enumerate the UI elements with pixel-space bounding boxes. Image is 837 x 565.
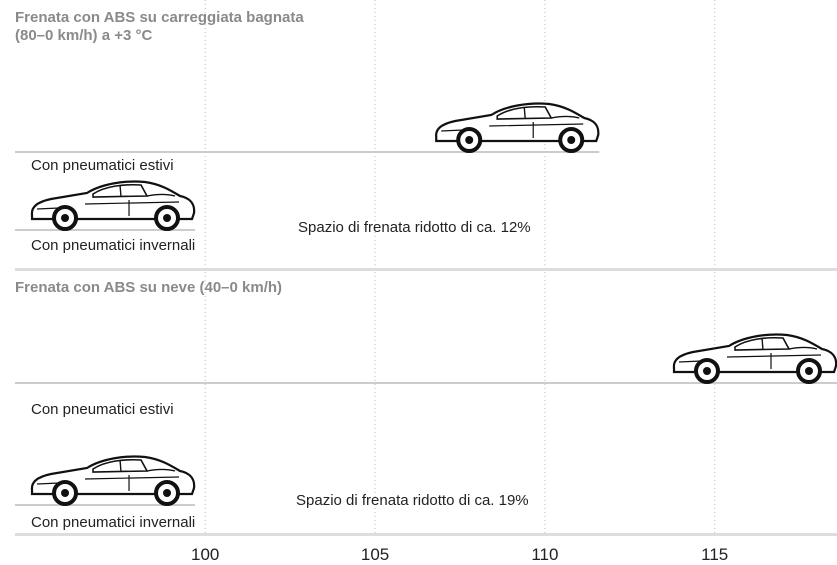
chart: 100 105 110 115 Frenata con ABS su carreggia…	[0, 0, 837, 565]
car-icon	[436, 103, 598, 151]
panel-title: Frenata con ABS su carreggiata bagnata	[15, 9, 304, 26]
annotation: Spazio di frenata ridotto di ca. 12%	[298, 219, 531, 236]
x-tick-label: 105	[361, 545, 389, 564]
x-tick-label: 100	[191, 545, 219, 564]
car-icon	[32, 456, 194, 504]
annotation: Spazio di frenata ridotto di ca. 19%	[296, 492, 529, 509]
legend-label: Con pneumatici invernali	[31, 237, 195, 254]
legend-label: Con pneumatici estivi	[31, 401, 174, 418]
bar	[15, 151, 599, 153]
panel-title: Frenata con ABS su neve (40–0 km/h)	[15, 279, 282, 296]
legend-label: Con pneumatici invernali	[31, 514, 195, 531]
x-tick-label: 115	[701, 545, 728, 564]
x-tick-label: 110	[531, 545, 558, 564]
car-icon	[674, 334, 836, 382]
panel-separator	[15, 533, 837, 536]
panel-title: (80–0 km/h) a +3 °C	[15, 27, 152, 44]
legend-label: Con pneumatici estivi	[31, 157, 174, 174]
car-icon	[32, 181, 194, 229]
panel-separator	[15, 268, 837, 271]
bar	[15, 382, 837, 384]
